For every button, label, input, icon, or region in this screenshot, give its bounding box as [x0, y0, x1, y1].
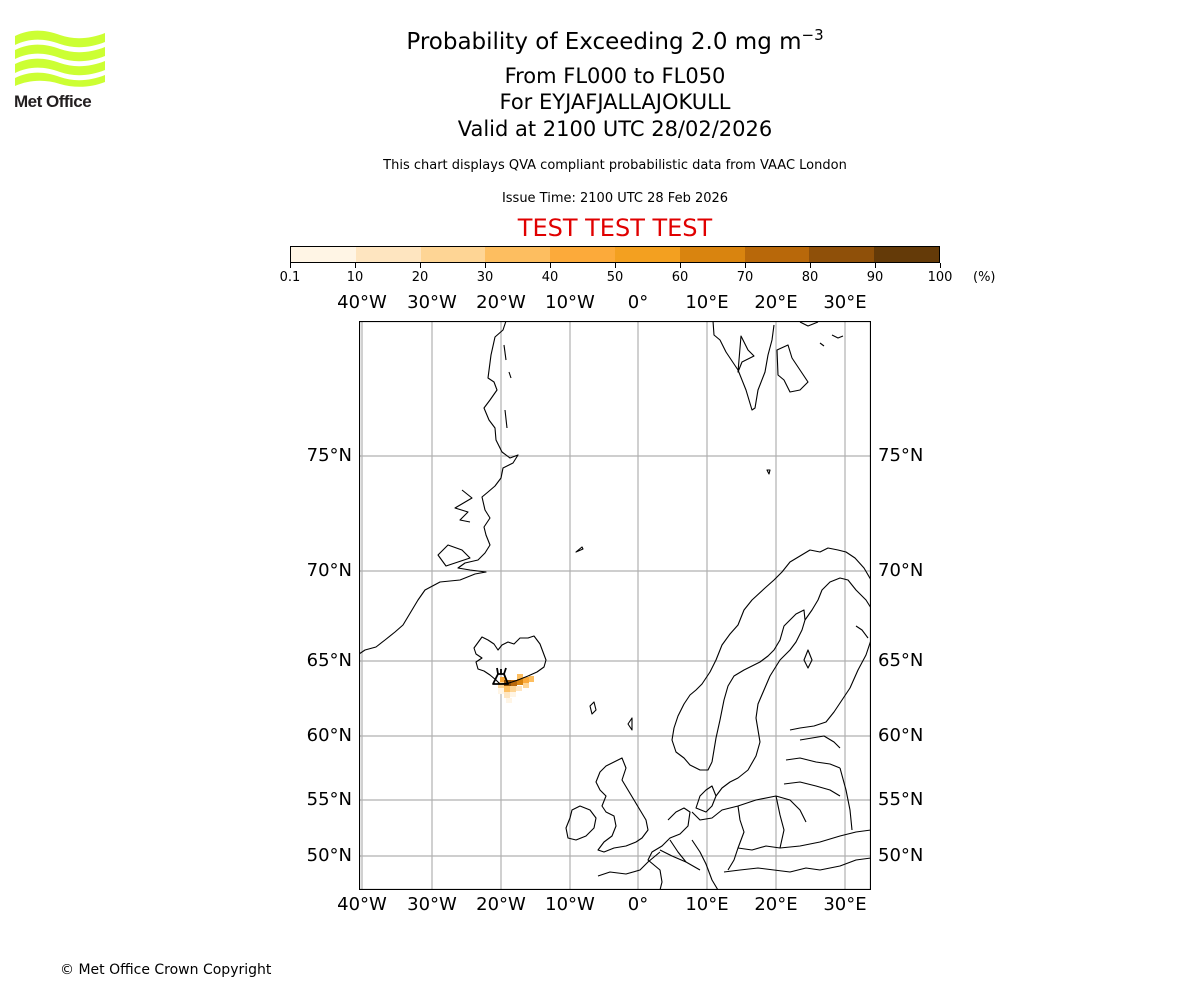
met-office-logo-icon [15, 30, 105, 87]
logo-text: Met Office [14, 92, 92, 111]
colorbar-tick [940, 263, 941, 268]
colorbar-tick-label: 20 [411, 270, 429, 285]
longitude-label: 10°E [685, 894, 729, 915]
latitude-label: 75°N [306, 445, 352, 466]
volcano-marker-icon [492, 667, 509, 685]
longitude-label: 10°W [545, 894, 595, 915]
colorbar-tick-label: 40 [541, 270, 559, 285]
latitude-label: 55°N [306, 789, 352, 810]
longitude-label: 40°W [337, 894, 387, 915]
longitude-label: 10°E [685, 292, 729, 313]
colorbar-bin [874, 247, 939, 262]
colorbar-bin [679, 247, 745, 262]
latitude-label: 50°N [878, 845, 924, 866]
latitude-label: 60°N [878, 725, 924, 746]
copyright-text: © Met Office Crown Copyright [60, 962, 272, 978]
colorbar-tick-label: 30 [476, 270, 494, 285]
map-panel [359, 321, 871, 890]
valid-time: Valid at 2100 UTC 28/02/2026 [457, 117, 773, 141]
colorbar-tick-label: 10 [346, 270, 364, 285]
latitude-label: 60°N [306, 725, 352, 746]
longitude-label: 30°E [823, 292, 867, 313]
colorbar-tick [615, 263, 616, 268]
colorbar-tick-label: 80 [801, 270, 819, 285]
title-superscript: −3 [801, 26, 824, 44]
volcano-name: For EYJAFJALLAJOKULL [499, 90, 731, 114]
colorbar-tick [485, 263, 486, 268]
qva-note: This chart displays QVA compliant probab… [383, 158, 847, 173]
title-main: Probability of Exceeding 2.0 mg m [406, 29, 802, 55]
colorbar-tick-label: 90 [866, 270, 884, 285]
longitude-label: 30°W [407, 894, 457, 915]
longitude-label: 40°W [337, 292, 387, 313]
colorbar-tick-label: 100 [927, 270, 953, 285]
longitude-label: 10°W [545, 292, 595, 313]
latitude-label: 75°N [878, 445, 924, 466]
colorbar-bin [355, 247, 421, 262]
colorbar-tick [680, 263, 681, 268]
colorbar-tick [810, 263, 811, 268]
latitude-label: 55°N [878, 789, 924, 810]
colorbar-tick [875, 263, 876, 268]
flight-level-range: From FL000 to FL050 [504, 64, 726, 88]
longitude-label: 0° [627, 292, 649, 313]
colorbar-bin [291, 247, 356, 262]
colorbar-tick-label: 70 [736, 270, 754, 285]
colorbar-tick-label: 0.1 [279, 270, 301, 285]
latitude-label: 70°N [878, 560, 924, 581]
map-frame [359, 321, 871, 890]
longitude-label: 0° [627, 894, 649, 915]
colorbar-tick-label: 50 [606, 270, 624, 285]
colorbar-bin [485, 247, 551, 262]
colorbar-tick-label: 60 [671, 270, 689, 285]
colorbar-bin [744, 247, 810, 262]
colorbar-unit: (%) [973, 270, 996, 285]
longitude-label: 20°E [754, 292, 798, 313]
issue-time: Issue Time: 2100 UTC 28 Feb 2026 [501, 191, 729, 206]
latitude-label: 50°N [306, 845, 352, 866]
test-banner: TEST TEST TEST [517, 214, 713, 242]
longitude-label: 20°W [476, 894, 526, 915]
colorbar-tick [550, 263, 551, 268]
longitude-label: 20°E [754, 894, 798, 915]
longitude-label: 30°W [407, 292, 457, 313]
colorbar-tick [355, 263, 356, 268]
ash-plume [498, 674, 534, 703]
latitude-label: 65°N [306, 650, 352, 671]
colorbar-bin [809, 247, 875, 262]
colorbar [290, 246, 940, 263]
colorbar-tick [420, 263, 421, 268]
colorbar-bin [550, 247, 615, 262]
longitude-label: 20°W [476, 292, 526, 313]
gridlines [359, 321, 871, 890]
colorbar-bin [614, 247, 680, 262]
colorbar-tick [745, 263, 746, 268]
coastlines [359, 321, 871, 890]
colorbar-tick [290, 263, 291, 268]
colorbar-bin [420, 247, 486, 262]
longitude-label: 30°E [823, 894, 867, 915]
chart-title: Probability of Exceeding 2.0 mg m−3 [300, 27, 930, 57]
latitude-label: 70°N [306, 560, 352, 581]
latitude-label: 65°N [878, 650, 924, 671]
